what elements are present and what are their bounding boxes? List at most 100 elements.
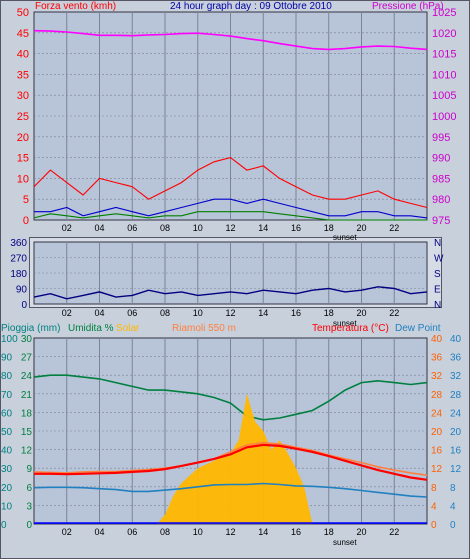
panel1-series-2: [34, 198, 428, 219]
panel3-temp-tick: 24: [431, 408, 443, 419]
panel2-x-tick: 20: [356, 308, 366, 318]
panel1-right-tick: 1015: [432, 49, 456, 61]
panel1-right-tick: 1010: [432, 69, 456, 81]
panel2-x-tick: 10: [193, 308, 203, 318]
panel3-x-tick: 10: [193, 527, 203, 537]
panel2-right-tick: W: [434, 254, 444, 265]
panel2-series: [33, 286, 428, 300]
panel3-x-tick: 08: [160, 527, 170, 537]
panel-wind-pressure: Forza vento (kmh) 24 hour graph day : 09…: [17, 1, 457, 242]
panel3-dewpoint-tick: 40: [450, 334, 462, 345]
solar-label: Solar: [116, 323, 140, 334]
panel3-rain-tick: 50: [1, 427, 13, 438]
panel1-right-tick: 1005: [432, 90, 456, 102]
panel1-series-1: [33, 157, 428, 209]
panel3-x-tick: 20: [356, 527, 366, 537]
panel3-humidity-tick: 18: [21, 408, 33, 419]
panel2-x-tick: 02: [62, 308, 72, 318]
panel3-temp-tick: 28: [431, 390, 443, 401]
panel3-x-tick: 22: [389, 527, 399, 537]
panel3-rain-tick: 40: [1, 446, 13, 457]
panel3-x-tick: 18: [324, 527, 334, 537]
panel3-humidity-tick: 3: [26, 501, 32, 512]
panel3-temp-tick: 36: [431, 353, 443, 364]
panel3-humidity-tick: 15: [21, 427, 33, 438]
panel1-left-tick: 5: [23, 194, 29, 206]
panel3-temp-tick: 0: [431, 520, 437, 531]
panel3-dewpoint-tick: 8: [450, 483, 456, 494]
panel3-x-ticks: 02 04 06 08 10 12 14 16 18 20 22: [62, 527, 400, 537]
panel3-dewpoint-tick: 28: [450, 390, 462, 401]
panel1-right-tick: 1000: [432, 111, 456, 123]
panel1-series: [33, 29, 428, 221]
panel1-left-tick: 10: [17, 173, 29, 185]
panel1-left-tick: 35: [17, 69, 29, 81]
panel-rain-humidity-temperature: Pioggia (mm) Umidita % Solar Riamoli 550…: [1, 323, 462, 547]
panel2-left-tick: 360: [10, 238, 27, 249]
panel3-dewpoint-tick: 0: [450, 520, 456, 531]
panel1-x-tick: 14: [258, 223, 268, 233]
panel1-x-ticks: 02 04 06 08 10 12 14 16 18 20 22: [62, 223, 400, 233]
panel1-left-tick: 0: [23, 215, 29, 227]
rain-label: Pioggia (mm): [1, 323, 60, 334]
panel1-right-tick: 975: [432, 215, 450, 227]
panel3-dewpoint-tick: 16: [450, 446, 462, 457]
panel3-dewpoint-tick: 4: [450, 501, 456, 512]
panel2-left-tick: 90: [16, 285, 28, 296]
panel1-x-tick: 04: [94, 223, 104, 233]
panel1-left-ticks: 0 5 10 15 20 25 30 35 40 45 50: [17, 7, 29, 227]
panel3-dewpoint-tick: 24: [450, 408, 462, 419]
panel3-dewpoint-ticks: 0 4 8 12 16 20 24 28 32 36 40: [450, 334, 462, 531]
panel3-dewpoint-tick: 36: [450, 353, 462, 364]
panel3-series-1: [34, 393, 427, 524]
panel2-series-0: [33, 286, 428, 300]
panel3-humidity-tick: 27: [21, 353, 33, 364]
panel2-right-tick: S: [434, 269, 441, 280]
panel3-rain-tick: 30: [1, 464, 13, 475]
panel3-temp-tick: 20: [431, 427, 443, 438]
wind-speed-label: Forza vento (kmh): [35, 1, 116, 12]
panel2-x-tick: 22: [389, 308, 399, 318]
panel1-x-tick: 22: [389, 223, 399, 233]
panel2-x-tick: 14: [258, 308, 268, 318]
panel3-rain-tick: 10: [1, 501, 13, 512]
panel1-left-tick: 30: [17, 90, 29, 102]
panel2-x-tick: 16: [291, 308, 301, 318]
panel3-x-tick: 06: [127, 527, 137, 537]
panel1-left-tick: 45: [17, 28, 29, 40]
panel2-x-tick: 04: [94, 308, 104, 318]
panel3-humidity-tick: 30: [21, 334, 33, 345]
panel1-left-tick: 50: [17, 7, 29, 19]
panel3-grid: [34, 338, 427, 524]
panel1-right-tick: 980: [432, 194, 450, 206]
panel3-humidity-tick: 6: [26, 483, 32, 494]
panel2-left-tick: 180: [10, 269, 27, 280]
panel1-left-tick: 15: [17, 153, 29, 165]
panel3-temp-tick: 8: [431, 483, 437, 494]
panel3-humidity-tick: 9: [26, 464, 32, 475]
panel3-rain-tick: 70: [1, 390, 13, 401]
panel3-series-3: [34, 443, 428, 481]
panel1-x-tick: 10: [193, 223, 203, 233]
panel1-right-tick: 1020: [432, 28, 456, 40]
panel1-right-tick: 990: [432, 153, 450, 165]
panel3-x-tick: 04: [94, 527, 104, 537]
panel3-series-0: [33, 374, 428, 421]
panel3-sunset-label: sunset: [333, 538, 357, 547]
panel1-x-tick: 08: [160, 223, 170, 233]
panel2-x-tick: 12: [225, 308, 235, 318]
panel3-dewpoint-tick: 12: [450, 464, 462, 475]
panel2-x-tick: 08: [160, 308, 170, 318]
panel3-rain-tick: 90: [1, 353, 13, 364]
panel3-humidity-tick: 0: [26, 520, 32, 531]
humidity-label: Umidita %: [68, 323, 114, 334]
panel3-humidity-tick: 21: [21, 390, 33, 401]
panel3-rain-tick: 60: [1, 408, 13, 419]
panel1-left-tick: 25: [17, 111, 29, 123]
panel2-right-tick: N: [434, 300, 441, 311]
panel3-humidity-tick: 24: [21, 371, 33, 382]
panel2-sunset-label: sunset: [333, 319, 357, 328]
